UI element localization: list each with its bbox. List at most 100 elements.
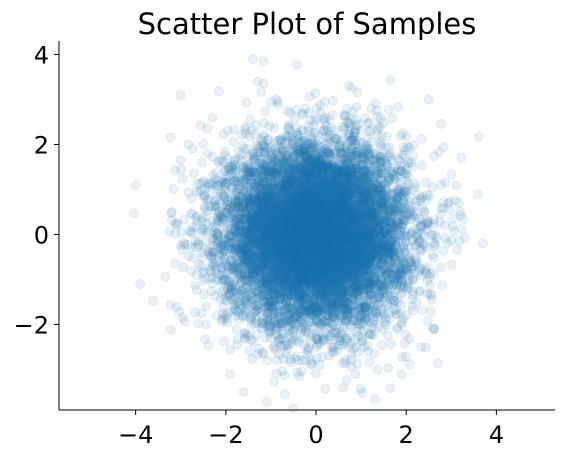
scatter-point [290, 167, 301, 178]
scatter-point [326, 253, 337, 264]
scatter-point [345, 307, 356, 318]
scatter-point [315, 227, 326, 238]
scatter-point [340, 250, 351, 261]
scatter-point [319, 163, 330, 174]
scatter-point [288, 403, 299, 414]
scatter-point [308, 169, 319, 180]
scatter-point [325, 280, 336, 291]
scatter-point [307, 228, 318, 239]
scatter-point [308, 265, 319, 276]
scatter-point [332, 276, 343, 287]
scatter-point [312, 195, 323, 206]
scatter-point [370, 160, 381, 171]
scatter-point [288, 267, 299, 278]
scatter-point [280, 198, 291, 209]
scatter-point [284, 193, 295, 204]
scatter-point [279, 243, 289, 254]
scatter-point [301, 224, 312, 235]
scatter-point [297, 219, 308, 230]
scatter-point [329, 273, 340, 284]
scatter-point [375, 168, 386, 178]
scatter-point [228, 258, 238, 268]
scatter-point [199, 183, 210, 194]
scatter-point [316, 267, 327, 278]
scatter-point [336, 166, 347, 176]
scatter-point [350, 279, 360, 290]
scatter-point [311, 204, 322, 215]
scatter-point [350, 209, 361, 220]
scatter-point [371, 263, 381, 274]
scatter-point [244, 216, 255, 227]
scatter-point [316, 171, 327, 182]
scatter-point [361, 209, 372, 220]
scatter-point [320, 383, 331, 394]
scatter-point [330, 209, 341, 220]
scatter-point [315, 189, 326, 200]
scatter-point [260, 218, 271, 229]
scatter-point [237, 310, 248, 320]
scatter-point [259, 204, 269, 215]
scatter-point [338, 199, 349, 210]
scatter-point [347, 250, 358, 261]
scatter-point [338, 191, 348, 202]
scatter-point [354, 224, 365, 235]
scatter-point [326, 229, 337, 240]
scatter-point [318, 259, 329, 270]
scatter-point [310, 245, 321, 256]
scatter-point [325, 190, 335, 201]
scatter-point [335, 260, 346, 271]
scatter-point [319, 258, 330, 269]
scatter-point [229, 244, 240, 255]
scatter-point [296, 183, 307, 194]
scatter-point [348, 208, 359, 219]
scatter-point [232, 242, 243, 253]
scatter-point [261, 250, 272, 261]
scatter-point [363, 207, 374, 218]
scatter-point [355, 176, 366, 186]
scatter-point [268, 342, 279, 353]
scatter-point [203, 340, 214, 351]
scatter-point [322, 138, 332, 149]
scatter-point [254, 162, 265, 173]
scatter-point [281, 299, 292, 310]
scatter-point [266, 266, 277, 277]
scatter-point [327, 95, 338, 106]
scatter-point [269, 186, 279, 197]
scatter-point [205, 261, 216, 272]
scatter-point [297, 251, 308, 262]
scatter-point [197, 227, 208, 238]
scatter-point [279, 268, 290, 279]
scatter-point [474, 131, 485, 142]
scatter-point [262, 308, 273, 319]
scatter-point [271, 242, 282, 253]
scatter-point [214, 208, 225, 219]
scatter-point [335, 232, 345, 243]
scatter-point [361, 185, 372, 196]
scatter-point [299, 185, 310, 196]
scatter-point [328, 212, 338, 223]
scatter-point [344, 251, 355, 262]
scatter-point [376, 340, 387, 351]
scatter-point [344, 230, 355, 241]
scatter-point [286, 235, 297, 245]
scatter-point [360, 174, 371, 185]
scatter-point [385, 383, 396, 394]
scatter-point [364, 166, 375, 176]
scatter-point [201, 319, 212, 330]
scatter-point [345, 265, 356, 276]
scatter-point [334, 227, 345, 238]
scatter-point [314, 173, 324, 184]
scatter-point [309, 278, 320, 289]
scatter-point [277, 333, 288, 344]
scatter-point [321, 273, 332, 284]
scatter-point [341, 158, 352, 169]
scatter-point [310, 275, 321, 285]
scatter-point [325, 253, 336, 263]
scatter-point [316, 260, 326, 271]
scatter-point [278, 226, 289, 236]
points-layer [128, 54, 488, 414]
scatter-point [275, 254, 286, 265]
scatter-point [327, 266, 338, 277]
scatter-point [356, 249, 366, 260]
